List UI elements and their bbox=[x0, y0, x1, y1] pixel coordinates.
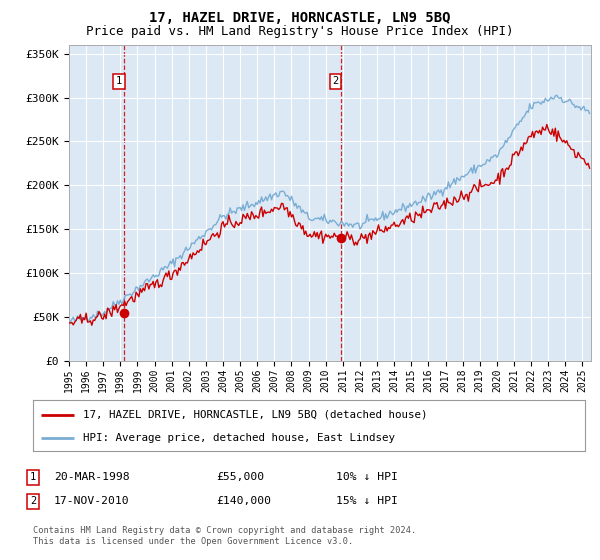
Text: £140,000: £140,000 bbox=[216, 496, 271, 506]
Text: 10% ↓ HPI: 10% ↓ HPI bbox=[336, 472, 398, 482]
Text: 15% ↓ HPI: 15% ↓ HPI bbox=[336, 496, 398, 506]
Text: 1: 1 bbox=[116, 76, 122, 86]
Text: 17-NOV-2010: 17-NOV-2010 bbox=[54, 496, 130, 506]
Text: 2: 2 bbox=[30, 496, 36, 506]
Text: 1: 1 bbox=[30, 472, 36, 482]
Text: Contains HM Land Registry data © Crown copyright and database right 2024.
This d: Contains HM Land Registry data © Crown c… bbox=[33, 526, 416, 546]
Text: £55,000: £55,000 bbox=[216, 472, 264, 482]
Text: Price paid vs. HM Land Registry's House Price Index (HPI): Price paid vs. HM Land Registry's House … bbox=[86, 25, 514, 38]
Text: 17, HAZEL DRIVE, HORNCASTLE, LN9 5BQ: 17, HAZEL DRIVE, HORNCASTLE, LN9 5BQ bbox=[149, 11, 451, 25]
Text: HPI: Average price, detached house, East Lindsey: HPI: Average price, detached house, East… bbox=[83, 433, 395, 443]
Text: 17, HAZEL DRIVE, HORNCASTLE, LN9 5BQ (detached house): 17, HAZEL DRIVE, HORNCASTLE, LN9 5BQ (de… bbox=[83, 409, 427, 419]
Text: 20-MAR-1998: 20-MAR-1998 bbox=[54, 472, 130, 482]
Text: 2: 2 bbox=[332, 76, 339, 86]
